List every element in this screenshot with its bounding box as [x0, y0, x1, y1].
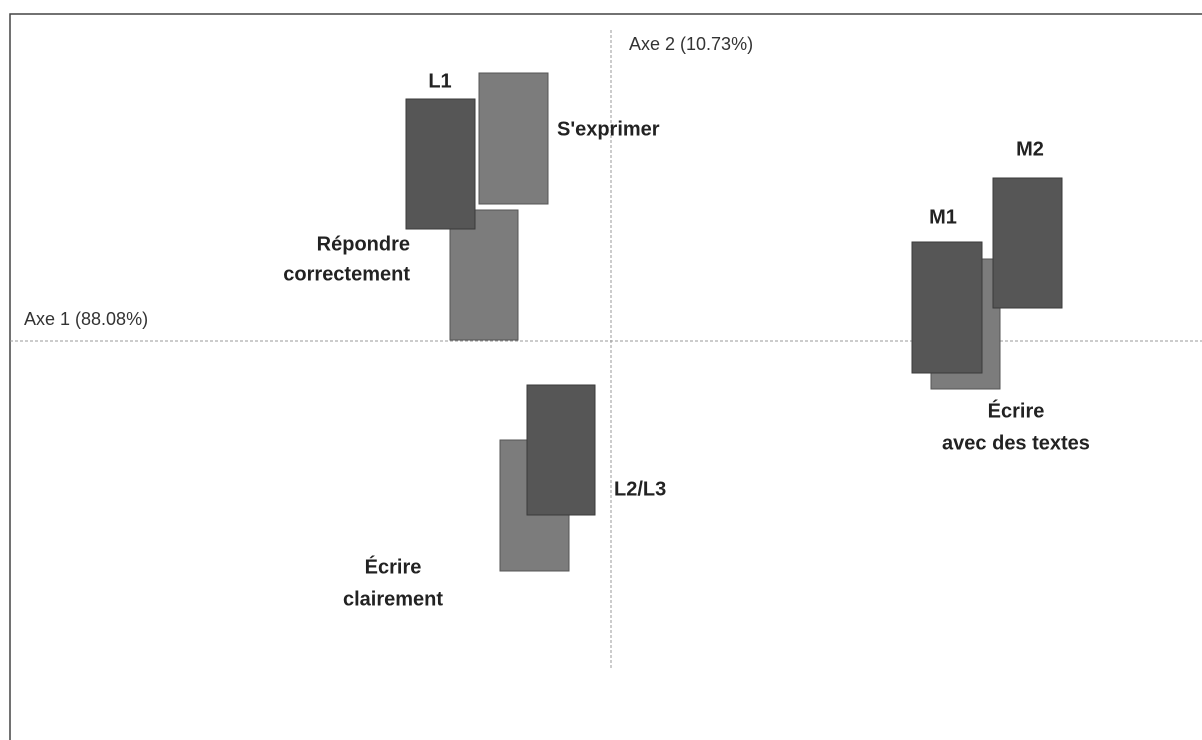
- column-label: S'exprimer: [557, 118, 660, 140]
- row-point: [911, 241, 983, 374]
- column-point: [449, 209, 519, 341]
- row-label: L1: [428, 70, 451, 92]
- row-point: [992, 177, 1063, 309]
- axis-1-label: Axe 1 (88.08%): [24, 309, 148, 329]
- axis-2-label: Axe 2 (10.73%): [629, 34, 753, 54]
- row-label: M2: [1016, 138, 1044, 160]
- frame: [9, 13, 1202, 740]
- row-label: M1: [929, 206, 957, 228]
- column-label: Répondre: [317, 233, 410, 255]
- column-label: clairement: [343, 588, 443, 610]
- column-label: avec des textes: [942, 432, 1090, 454]
- column-label: Écrire: [988, 399, 1045, 422]
- column-label: correctement: [283, 263, 410, 285]
- row-point: [405, 98, 476, 230]
- column-point: [478, 72, 549, 205]
- row-point: [526, 384, 596, 516]
- row-label: L2/L3: [614, 478, 666, 500]
- column-label: Écrire: [365, 555, 422, 578]
